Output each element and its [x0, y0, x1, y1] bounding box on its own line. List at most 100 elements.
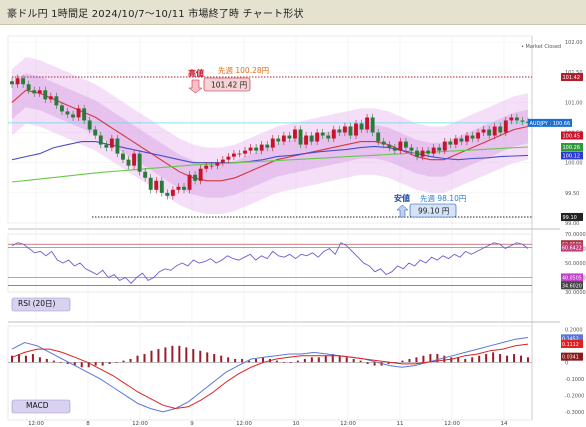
candle-body	[409, 147, 414, 151]
bollinger-band-inner	[12, 73, 528, 198]
candle-body	[32, 90, 37, 94]
page-title: 豪ドル円 1時間足 2024/10/7〜10/11 市場終了時 チャート形状	[7, 9, 304, 20]
moving-average-line	[11, 89, 529, 182]
rsi-level-tag	[561, 243, 583, 252]
candle-body	[387, 144, 392, 148]
candle-body	[442, 141, 447, 151]
candle-body	[348, 126, 353, 136]
y-tick-label: 99.50	[565, 191, 579, 197]
rsi-label-box	[11, 297, 71, 312]
candle-body	[170, 189, 175, 196]
macd-histogram-bar	[408, 358, 411, 363]
macd-histogram-bar	[345, 357, 348, 363]
candle-body	[320, 132, 325, 136]
candle-body	[259, 144, 264, 151]
candle-body	[431, 147, 436, 154]
macd-histogram-bar	[136, 355, 139, 363]
candle-body	[231, 153, 236, 157]
macd-histogram-bar	[352, 358, 355, 363]
candle-body	[98, 135, 103, 145]
y-tick-label: 102.00	[565, 40, 583, 46]
macd-histogram-bar	[415, 357, 418, 363]
macd-histogram-bar	[157, 349, 160, 363]
candle-body	[71, 114, 75, 118]
candle-body	[226, 156, 231, 160]
candle-body	[248, 147, 253, 151]
macd-histogram-bar	[450, 357, 453, 363]
macd-histogram-bar	[234, 358, 237, 363]
low-price-value: 99.10 円	[418, 207, 449, 216]
macd-level-label: 0.1112	[562, 342, 579, 348]
macd-histogram-bar	[101, 362, 104, 366]
x-tick-label: 12:00	[444, 421, 460, 427]
macd-histogram-bar	[73, 362, 76, 366]
candle-body	[215, 162, 220, 166]
candle-body	[354, 123, 358, 136]
candle-body	[509, 117, 514, 121]
price-tag-label: AUDJPY : 100.66	[530, 121, 571, 127]
rsi-level-tag	[561, 273, 583, 282]
x-tick-label: 9	[190, 421, 194, 427]
macd-histogram-bar	[164, 347, 167, 363]
price-tag	[561, 151, 583, 160]
y-tick-label: 99.00	[565, 221, 579, 227]
price-tag	[561, 142, 583, 151]
candle-body	[137, 153, 142, 172]
candle-body	[392, 147, 397, 151]
candle-body	[26, 84, 31, 91]
candle-body	[426, 150, 431, 154]
candle-body	[465, 135, 469, 142]
x-tick-label: 12:00	[340, 421, 356, 427]
x-tick-label: 12:00	[236, 421, 252, 427]
macd-histogram-bar	[527, 357, 529, 363]
candle-body	[15, 78, 20, 85]
macd-y-tick-label: -0.1000	[565, 377, 584, 383]
x-tick-label: 11	[397, 421, 404, 427]
candle-body	[326, 135, 331, 139]
x-tick-label: 10	[293, 421, 300, 427]
title-bar: 豪ドル円 1時間足 2024/10/7〜10/11 市場終了時 チャート形状	[0, 0, 586, 25]
candle-body	[21, 78, 26, 85]
candle-body	[109, 138, 114, 148]
candle-body	[498, 126, 503, 133]
candle-body	[48, 96, 53, 100]
macd-y-tick-label: 0	[565, 360, 568, 366]
candle-body	[503, 120, 508, 133]
macd-histogram-bar	[303, 358, 306, 363]
price-tag	[561, 73, 583, 82]
candle-body	[204, 165, 209, 169]
rsi-level-label: 40.0505	[562, 275, 582, 281]
macd-histogram-bar	[241, 358, 244, 363]
macd-histogram-bar	[122, 360, 125, 363]
macd-histogram-bar	[506, 355, 509, 363]
y-axis: 102.00101.50101.00100.50100.0099.5099.00…	[528, 40, 586, 416]
rsi-level-label: 34.6020	[562, 283, 582, 289]
macd-histogram-bar	[24, 355, 27, 363]
macd-histogram-bar	[366, 362, 369, 364]
rsi-line	[11, 242, 529, 284]
macd-level-tag	[561, 339, 583, 348]
candle-body	[315, 132, 320, 142]
price-tag	[561, 131, 583, 140]
macd-histogram-bar	[387, 362, 390, 364]
macd-y-tick-label: -0.3000	[565, 410, 584, 416]
price-tag-label: 100.45	[563, 134, 581, 140]
candle-body	[143, 171, 148, 178]
candle-body	[176, 186, 181, 190]
macd-histogram-bar	[31, 354, 34, 363]
candle-body	[281, 135, 286, 142]
rsi-panel-label: RSI (20日)	[18, 299, 56, 308]
macd-histogram-bar	[289, 362, 292, 363]
candle-body	[520, 120, 525, 122]
macd-level-label: 0.0341	[562, 355, 579, 361]
prev-week-high-label: 先週 100.28円	[218, 65, 269, 75]
price-tag	[561, 212, 583, 221]
macd-histogram-bar	[478, 355, 481, 363]
x-tick-label: 8	[86, 421, 90, 427]
macd-histogram-bar	[185, 347, 188, 363]
prev-week-low-label: 先週 98.10円	[420, 193, 466, 203]
candle-body	[104, 144, 109, 148]
high-price-box	[203, 77, 251, 92]
candle-body	[243, 150, 247, 154]
